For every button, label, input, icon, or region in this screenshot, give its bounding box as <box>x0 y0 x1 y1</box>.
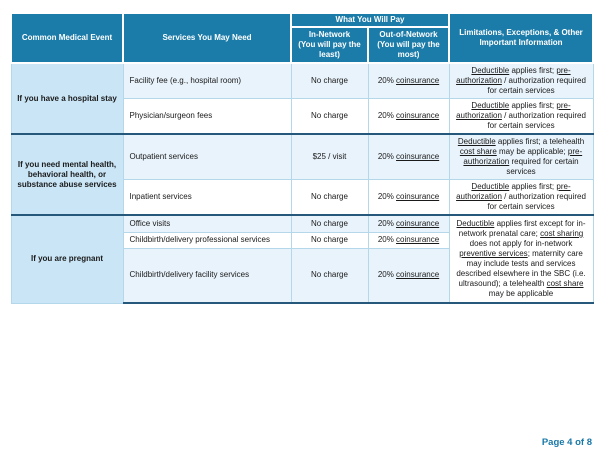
header-out-of-network: Out-of-Network (You will pay the most) <box>366 26 451 64</box>
header-in-network: In-Network (You will pay the least) <box>290 26 369 64</box>
event-pregnant: If you are pregnant <box>10 214 124 304</box>
event-hospital-stay: If you have a hospital stay <box>10 62 124 135</box>
cell-out-of-network: 20% coinsurance <box>367 62 450 99</box>
table-row: Physician/surgeon fees No charge 20% coi… <box>11 98 594 135</box>
cell-service: Physician/surgeon fees <box>122 98 292 135</box>
header-limitations: Limitations, Exceptions, & Other Importa… <box>448 12 595 64</box>
cell-service: Office visits <box>122 214 292 233</box>
cell-out-of-network: 20% coinsurance <box>367 231 450 249</box>
cell-service: Inpatient services <box>122 179 292 216</box>
header-services-you-may-need: Services You May Need <box>122 12 292 64</box>
cell-in-network: $25 / visit <box>290 133 369 180</box>
cell-limitations: Deductible applies first; pre-authorizat… <box>448 62 594 99</box>
cell-out-of-network: 20% coinsurance <box>367 133 450 180</box>
cell-service: Childbirth/delivery professional service… <box>122 231 292 249</box>
table-row: If you are pregnant Office visits No cha… <box>10 214 594 304</box>
cell-in-network: No charge <box>290 231 369 249</box>
header-common-medical-event: Common Medical Event <box>10 12 124 64</box>
header-what-you-will-pay: What You Will Pay <box>289 12 451 28</box>
table-header: Common Medical Event Services You May Ne… <box>10 12 595 64</box>
cell-in-network: No charge <box>290 98 369 135</box>
page-number: Page 4 of 8 <box>541 437 592 448</box>
cell-limitations: Deductible applies first; pre-authorizat… <box>448 179 594 216</box>
event-mental-health: If you need mental health, behavioral he… <box>10 133 124 216</box>
cell-in-network: No charge <box>290 247 369 304</box>
cell-out-of-network: 20% coinsurance <box>367 98 450 135</box>
cell-in-network: No charge <box>290 179 369 216</box>
table-row: If you need mental health, behavioral he… <box>10 133 594 216</box>
cell-service: Childbirth/delivery facility services <box>122 247 292 304</box>
table-row: Childbirth/delivery professional service… <box>11 231 593 249</box>
cell-in-network: No charge <box>290 214 369 233</box>
cell-limitations-shared: Deductible applies first except for in-n… <box>448 214 594 304</box>
cell-limitations: Deductible applies first; pre-authorizat… <box>448 98 594 135</box>
cell-out-of-network: 20% coinsurance <box>367 179 450 216</box>
cell-service: Facility fee (e.g., hospital room) <box>122 62 292 99</box>
cell-limitations: Deductible applies first; a telehealth c… <box>448 133 594 180</box>
table-row: Childbirth/delivery facility services No… <box>11 247 593 304</box>
cell-out-of-network: 20% coinsurance <box>367 247 450 304</box>
cell-service: Outpatient services <box>122 133 292 180</box>
benefits-table: Common Medical Event Services You May Ne… <box>10 12 595 304</box>
cell-in-network: No charge <box>290 62 369 99</box>
cell-out-of-network: 20% coinsurance <box>367 214 450 233</box>
table-row: If you have a hospital stay Facility fee… <box>10 62 594 135</box>
table-row: Inpatient services No charge 20% coinsur… <box>11 179 594 216</box>
